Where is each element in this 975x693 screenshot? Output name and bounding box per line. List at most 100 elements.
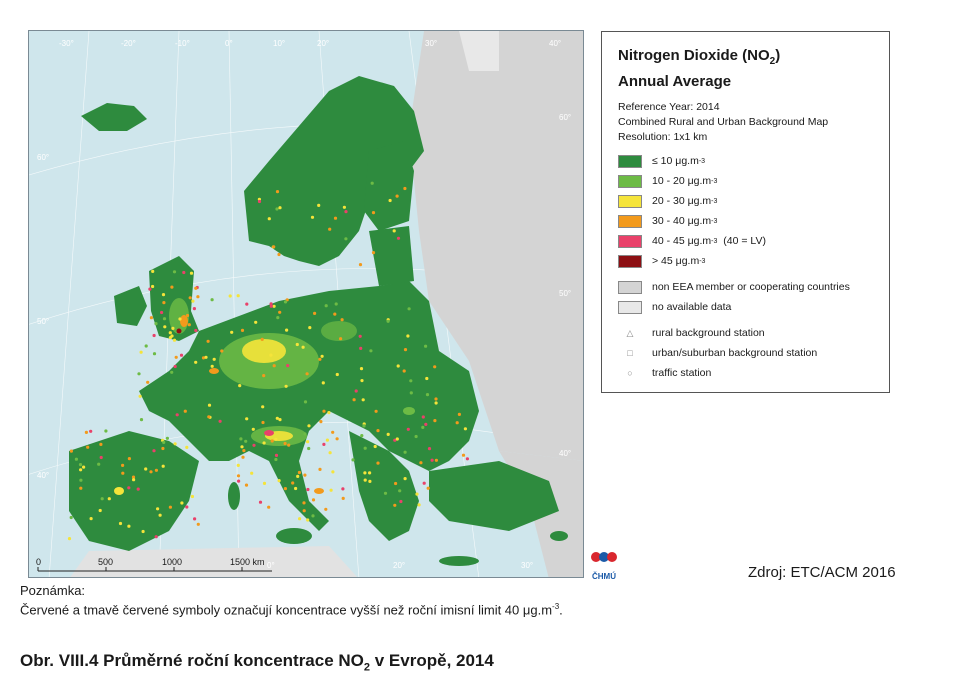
station-dot <box>148 287 152 291</box>
station-dot <box>204 355 208 359</box>
station-dot <box>359 346 363 350</box>
finland <box>364 141 414 231</box>
legend-class-label: 20 - 30 μg.m <box>652 195 712 207</box>
station-dot <box>383 491 388 495</box>
station-dot <box>311 498 316 502</box>
station-dot <box>69 515 73 520</box>
station-dot <box>362 424 366 428</box>
station-dot <box>185 505 189 509</box>
station-dot <box>274 437 278 441</box>
station-dot <box>139 418 144 422</box>
legend-class-superscript: -3 <box>711 177 718 185</box>
station-dot <box>270 439 274 443</box>
turkey <box>429 461 559 531</box>
station-dot <box>394 481 398 486</box>
station-dot <box>275 190 280 194</box>
station-dot <box>185 313 190 318</box>
station-dot <box>373 444 377 449</box>
station-dot <box>331 430 335 434</box>
station-dot <box>172 270 177 274</box>
station-dot <box>376 429 380 433</box>
station-dot <box>188 296 192 300</box>
station-dot <box>239 437 243 441</box>
station-dot <box>194 360 198 364</box>
legend-title-subscript: 2 <box>769 56 776 67</box>
station-dot <box>426 486 430 490</box>
station-dot <box>363 471 367 475</box>
station-dot <box>358 334 362 338</box>
lon-label: 0° <box>267 561 275 570</box>
station-dot <box>277 252 281 257</box>
station-dot <box>322 442 326 446</box>
station-dot <box>162 440 166 444</box>
station-dot <box>322 409 326 413</box>
station-dot <box>317 203 321 207</box>
station-dot <box>376 461 380 465</box>
station-dot <box>392 229 396 233</box>
station-dot <box>132 478 136 482</box>
station-dot <box>240 328 245 332</box>
station-dot <box>137 372 141 376</box>
legend-other-item: non EEA member or cooperating countries <box>618 277 873 297</box>
station-dot <box>344 237 348 241</box>
scale-tick: 500 <box>98 557 114 567</box>
legend-title-end: ) <box>775 47 781 64</box>
legend-other-label: non EEA member or cooperating countries <box>652 281 850 293</box>
station-dot <box>82 465 86 469</box>
legend-class-superscript: -3 <box>711 197 718 205</box>
station-dot <box>370 181 374 185</box>
legend-class-superscript: -3 <box>711 237 718 245</box>
legend-class-item: 30 - 40 μg.m -3 <box>618 211 873 231</box>
station-dot <box>283 300 288 304</box>
station-dot <box>187 323 191 327</box>
station-dot <box>278 418 282 422</box>
legend-swatch <box>618 214 642 228</box>
lon-label: -30° <box>59 39 74 48</box>
station-dot <box>278 310 282 314</box>
station-dot <box>131 475 136 479</box>
station-dot <box>424 344 428 348</box>
station-dot <box>291 481 295 485</box>
station-dot <box>245 302 249 306</box>
station-dot <box>165 436 169 440</box>
station-dot <box>425 393 430 397</box>
station-dot <box>240 445 244 449</box>
station-dot <box>305 372 309 376</box>
station-dot <box>262 441 266 445</box>
legend-class-item: > 45 μg.m -3 <box>618 251 873 271</box>
scandinavia <box>244 76 424 266</box>
sicily <box>276 528 312 544</box>
lon-label: -10° <box>175 39 190 48</box>
figure-title-suffix: v Evropě, 2014 <box>370 651 494 670</box>
legend-subtitle: Annual Average <box>618 73 732 90</box>
station-dot <box>127 486 131 490</box>
station-dot <box>403 477 407 481</box>
legend-metadata: Reference Year: 2014 Combined Rural and … <box>618 100 873 145</box>
station-dot <box>341 487 345 491</box>
lon-label: 10° <box>273 39 286 48</box>
station-dot <box>313 311 317 315</box>
station-dot <box>363 478 367 482</box>
station-dot <box>173 442 177 446</box>
legend-stations: △ rural background station □ urban/suburban… <box>618 323 873 383</box>
station-dot <box>201 356 206 360</box>
station-dot <box>371 251 376 255</box>
note-superscript: -3 <box>552 602 560 611</box>
station-dot <box>163 325 167 329</box>
station-dot <box>162 317 167 321</box>
reference-year: Reference Year: 2014 <box>618 101 720 113</box>
station-dot <box>104 429 108 433</box>
station-dot <box>252 443 256 447</box>
station-dot <box>207 415 211 419</box>
legend-class-item: 40 - 45 μg.m -3 (40 = LV) <box>618 231 873 251</box>
station-dot <box>333 312 337 316</box>
scale-bar: 0 500 1000 1500 km <box>36 557 276 575</box>
station-dot <box>302 501 306 505</box>
legend-class-label: 40 - 45 μg.m <box>652 235 712 247</box>
ireland <box>114 286 147 326</box>
station-dot <box>285 328 289 332</box>
station-dot <box>144 467 148 471</box>
station-dot <box>369 349 373 353</box>
station-dot <box>465 457 469 461</box>
figure-title-subscript: 2 <box>363 661 371 674</box>
